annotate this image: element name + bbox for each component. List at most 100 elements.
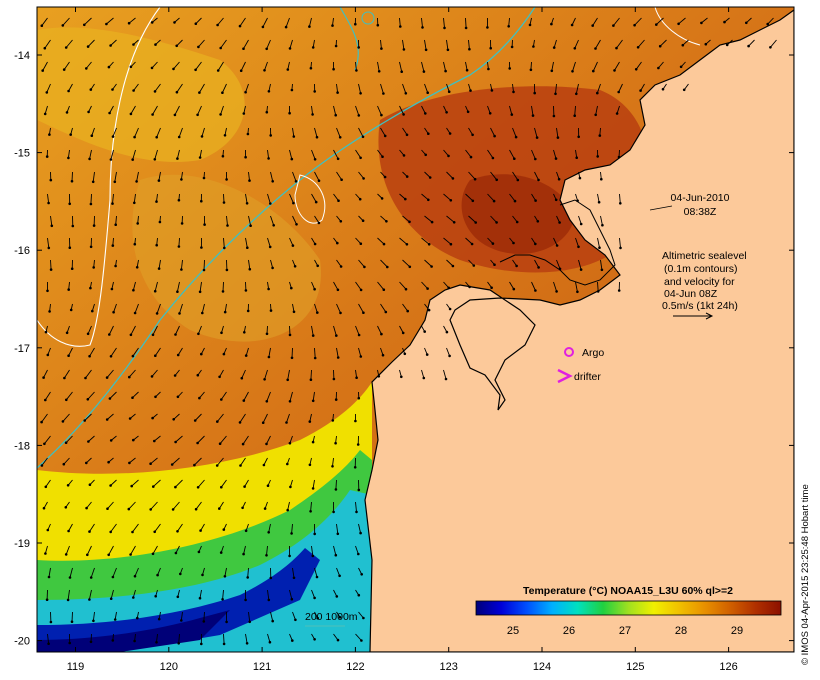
velocity-arrow: [555, 83, 557, 94]
velocity-arrow-head: [444, 69, 447, 73]
velocity-arrow-head: [554, 198, 558, 202]
velocity-arrow: [531, 149, 536, 160]
velocity-arrow: [575, 83, 579, 94]
velocity-arrow: [199, 83, 205, 93]
velocity-arrow-head: [448, 132, 452, 135]
velocity-arrow: [197, 105, 202, 115]
velocity-arrow-head: [43, 112, 47, 116]
velocity-arrow: [158, 171, 161, 181]
velocity-arrow-head: [177, 642, 180, 645]
velocity-arrow-head: [316, 264, 320, 268]
velocity-arrow-head: [469, 89, 472, 92]
velocity-arrow: [133, 193, 136, 203]
velocity-arrow: [358, 83, 362, 94]
velocity-arrow-head: [174, 333, 177, 336]
velocity-arrow: [152, 325, 158, 336]
velocity-arrow-head: [381, 155, 384, 158]
velocity-arrow-head: [89, 88, 93, 91]
velocity-arrow-head: [155, 312, 159, 315]
velocity-arrow-head: [45, 91, 49, 94]
velocity-arrow-head: [67, 354, 70, 358]
velocity-arrow: [158, 259, 161, 269]
velocity-arrow-head: [40, 24, 44, 28]
velocity-arrow-head: [682, 88, 686, 92]
velocity-arrow-head: [430, 220, 434, 224]
velocity-arrow-head: [571, 70, 574, 73]
velocity-arrow: [152, 545, 158, 555]
velocity-arrow: [534, 259, 539, 268]
velocity-arrow-head: [86, 553, 89, 557]
velocity-arrow: [377, 325, 382, 335]
velocity-arrow: [310, 501, 312, 512]
velocity-arrow-head: [172, 418, 175, 421]
velocity-arrow-head: [357, 488, 361, 492]
velocity-arrow-head: [617, 289, 621, 292]
velocity-arrow-head: [86, 45, 90, 48]
velocity-arrow-head: [339, 220, 343, 223]
x-tick-label: 122: [346, 661, 364, 673]
velocity-arrow-head: [579, 268, 583, 271]
velocity-arrow-head: [151, 552, 155, 556]
velocity-arrow: [572, 61, 576, 72]
velocity-arrow-head: [404, 92, 408, 95]
velocity-arrow: [180, 611, 183, 621]
velocity-arrow-head: [200, 135, 204, 138]
velocity-arrow-head: [577, 135, 580, 139]
velocity-arrow: [239, 17, 246, 27]
velocity-arrow: [291, 347, 293, 358]
velocity-arrow-head: [108, 333, 111, 336]
velocity-arrow-head: [129, 65, 133, 69]
velocity-arrow-head: [534, 242, 537, 246]
velocity-arrow-head: [246, 246, 249, 249]
velocity-arrow-head: [62, 462, 66, 466]
velocity-arrow: [156, 633, 158, 643]
velocity-arrow: [92, 171, 95, 182]
velocity-arrow-head: [66, 484, 70, 487]
velocity-arrow: [358, 127, 364, 138]
velocity-arrow-head: [40, 420, 43, 424]
velocity-arrow: [44, 435, 51, 445]
velocity-arrow: [198, 39, 205, 48]
land-mass: [364, 9, 794, 652]
velocity-arrow-head: [129, 333, 133, 337]
velocity-arrow: [531, 281, 536, 291]
velocity-arrow-head: [50, 224, 54, 228]
velocity-arrow: [65, 39, 73, 48]
velocity-arrow-head: [265, 554, 268, 557]
velocity-arrow: [655, 17, 664, 25]
velocity-arrow-head: [107, 460, 110, 464]
velocity-arrow-head: [67, 156, 70, 160]
velocity-arrow: [201, 303, 205, 314]
velocity-arrow: [50, 259, 52, 270]
velocity-arrow-head: [311, 554, 315, 558]
velocity-arrow: [44, 105, 48, 115]
velocity-arrow-head: [88, 354, 91, 358]
velocity-arrow: [46, 83, 51, 93]
velocity-arrow: [287, 501, 290, 511]
velocity-arrow-head: [598, 246, 601, 249]
velocity-arrow-head: [399, 25, 402, 28]
velocity-arrow: [67, 589, 70, 600]
velocity-arrow-head: [288, 554, 291, 558]
velocity-arrow: [512, 127, 517, 138]
velocity-arrow: [592, 17, 598, 26]
velocity-arrow-head: [309, 510, 312, 513]
velocity-arrow: [175, 479, 183, 488]
velocity-arrow: [245, 193, 248, 204]
velocity-arrow-head: [177, 135, 181, 139]
velocity-arrow: [267, 633, 271, 643]
velocity-arrow: [89, 347, 95, 357]
velocity-arrow-head: [111, 202, 114, 205]
velocity-arrow-head: [290, 532, 293, 535]
velocity-arrow-head: [246, 309, 250, 313]
velocity-arrow-head: [555, 244, 559, 247]
velocity-arrow-head: [219, 551, 223, 554]
velocity-arrow-head: [67, 529, 70, 533]
velocity-arrow-head: [355, 69, 358, 72]
velocity-arrow-head: [42, 376, 45, 379]
altimetry-line-4: 04-Jun 08Z: [664, 288, 718, 300]
velocity-arrow-head: [421, 26, 424, 29]
velocity-arrow-head: [290, 597, 294, 601]
velocity-arrow: [292, 215, 297, 225]
velocity-arrow-head: [149, 462, 152, 466]
